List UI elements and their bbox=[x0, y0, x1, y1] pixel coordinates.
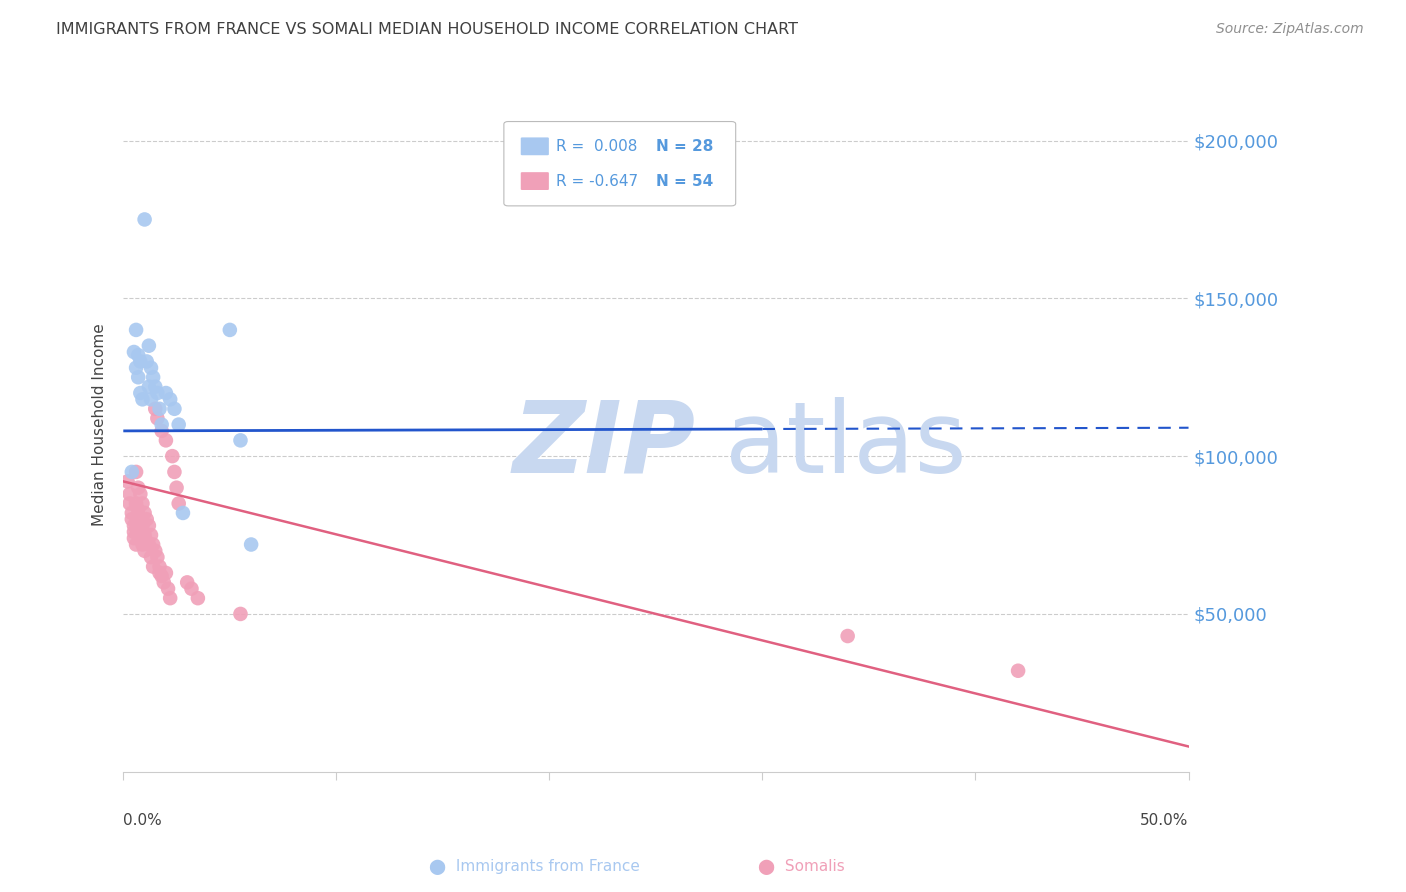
Text: IMMIGRANTS FROM FRANCE VS SOMALI MEDIAN HOUSEHOLD INCOME CORRELATION CHART: IMMIGRANTS FROM FRANCE VS SOMALI MEDIAN … bbox=[56, 22, 799, 37]
Point bbox=[129, 528, 152, 542]
Point bbox=[142, 370, 165, 384]
Point bbox=[148, 566, 170, 580]
Point bbox=[125, 496, 148, 510]
Point bbox=[163, 465, 186, 479]
Point bbox=[163, 401, 186, 416]
Point bbox=[143, 544, 166, 558]
Point bbox=[138, 339, 160, 353]
Point bbox=[139, 528, 162, 542]
Point bbox=[134, 506, 156, 520]
Point bbox=[127, 503, 149, 517]
Point bbox=[143, 380, 166, 394]
Point bbox=[167, 496, 190, 510]
Point bbox=[138, 518, 160, 533]
Point bbox=[167, 417, 190, 432]
Point bbox=[125, 465, 148, 479]
Point bbox=[129, 354, 152, 368]
Text: 0.0%: 0.0% bbox=[124, 814, 162, 829]
Point bbox=[131, 496, 153, 510]
Point bbox=[125, 537, 148, 551]
Point bbox=[150, 424, 173, 438]
Point bbox=[127, 370, 149, 384]
Point bbox=[121, 506, 143, 520]
Point bbox=[122, 531, 145, 545]
Text: R = -0.647: R = -0.647 bbox=[555, 174, 638, 188]
Text: ⬤  Somalis: ⬤ Somalis bbox=[758, 859, 845, 875]
Point bbox=[180, 582, 202, 596]
Point bbox=[117, 475, 139, 489]
Text: Source: ZipAtlas.com: Source: ZipAtlas.com bbox=[1216, 22, 1364, 37]
Point bbox=[131, 537, 153, 551]
Point bbox=[125, 323, 148, 337]
Point bbox=[162, 449, 184, 463]
Point bbox=[159, 392, 181, 407]
Point bbox=[122, 345, 145, 359]
Point bbox=[1007, 664, 1029, 678]
Point bbox=[155, 434, 177, 448]
Point bbox=[122, 518, 145, 533]
Point bbox=[131, 518, 153, 533]
Point bbox=[134, 212, 156, 227]
Point bbox=[118, 487, 141, 501]
Point bbox=[142, 559, 165, 574]
Point bbox=[142, 537, 165, 551]
Point bbox=[240, 537, 263, 551]
Point bbox=[150, 569, 173, 583]
Point bbox=[129, 487, 152, 501]
Point bbox=[148, 559, 170, 574]
Point bbox=[138, 380, 160, 394]
Point bbox=[129, 386, 152, 401]
Point bbox=[148, 401, 170, 416]
Point bbox=[129, 512, 152, 526]
Text: N = 28: N = 28 bbox=[655, 139, 713, 153]
Point bbox=[837, 629, 859, 643]
Point bbox=[135, 534, 157, 549]
Point bbox=[166, 481, 188, 495]
Point bbox=[155, 386, 177, 401]
Point bbox=[121, 465, 143, 479]
Point bbox=[127, 348, 149, 362]
Point bbox=[139, 360, 162, 375]
Point bbox=[121, 512, 143, 526]
Point bbox=[159, 591, 181, 606]
Text: 50.0%: 50.0% bbox=[1140, 814, 1188, 829]
Text: ⬤  Immigrants from France: ⬤ Immigrants from France bbox=[429, 859, 640, 875]
Point bbox=[229, 607, 252, 621]
Point bbox=[229, 434, 252, 448]
Point bbox=[176, 575, 198, 590]
Point bbox=[157, 582, 180, 596]
Point bbox=[152, 575, 174, 590]
Point bbox=[127, 481, 149, 495]
Point bbox=[127, 518, 149, 533]
Point bbox=[134, 528, 156, 542]
Point bbox=[172, 506, 194, 520]
Point bbox=[155, 566, 177, 580]
Point bbox=[122, 524, 145, 539]
Point bbox=[218, 323, 240, 337]
Point bbox=[146, 411, 169, 425]
Point bbox=[146, 550, 169, 565]
Point bbox=[138, 537, 160, 551]
Point bbox=[139, 392, 162, 407]
Text: ZIP: ZIP bbox=[512, 397, 695, 494]
Point bbox=[125, 360, 148, 375]
Point bbox=[187, 591, 209, 606]
Point bbox=[131, 392, 153, 407]
Point bbox=[118, 496, 141, 510]
Point bbox=[134, 544, 156, 558]
Y-axis label: Median Household Income: Median Household Income bbox=[93, 323, 107, 526]
Text: atlas: atlas bbox=[725, 397, 967, 494]
Point bbox=[150, 417, 173, 432]
Text: R =  0.008: R = 0.008 bbox=[555, 139, 637, 153]
Text: N = 54: N = 54 bbox=[655, 174, 713, 188]
Point bbox=[146, 386, 169, 401]
Point bbox=[135, 512, 157, 526]
Point bbox=[135, 354, 157, 368]
Point bbox=[139, 550, 162, 565]
Point bbox=[143, 401, 166, 416]
